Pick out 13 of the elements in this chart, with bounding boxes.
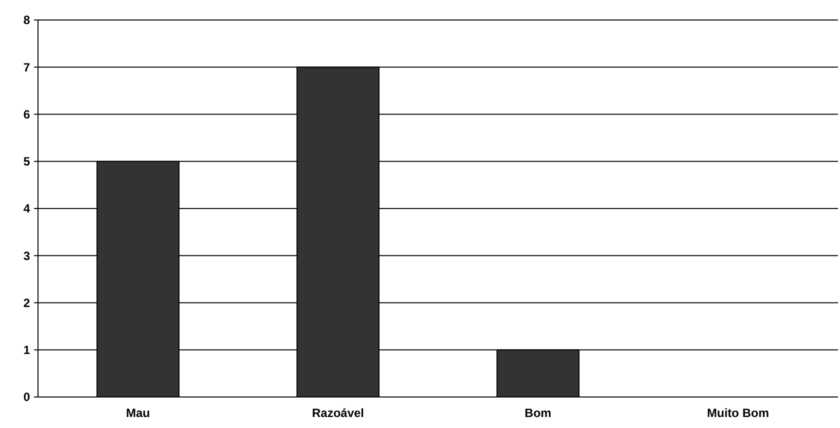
y-tick-label: 4 [23, 202, 30, 216]
y-tick-label: 0 [23, 390, 30, 404]
y-tick-label: 5 [23, 154, 30, 169]
y-tick-label: 1 [23, 343, 30, 358]
x-tick-label: Bom [524, 406, 552, 420]
y-tick-label: 7 [23, 60, 30, 74]
y-tick-label: 2 [23, 296, 30, 310]
y-tick-label: 8 [23, 13, 30, 28]
x-tick-label: Mau [126, 406, 150, 420]
y-tick-label: 3 [23, 248, 30, 263]
x-tick-label: Muito Bom [707, 406, 769, 420]
y-tick-label: 6 [23, 107, 30, 122]
x-tick-label: Razoável [312, 406, 364, 420]
